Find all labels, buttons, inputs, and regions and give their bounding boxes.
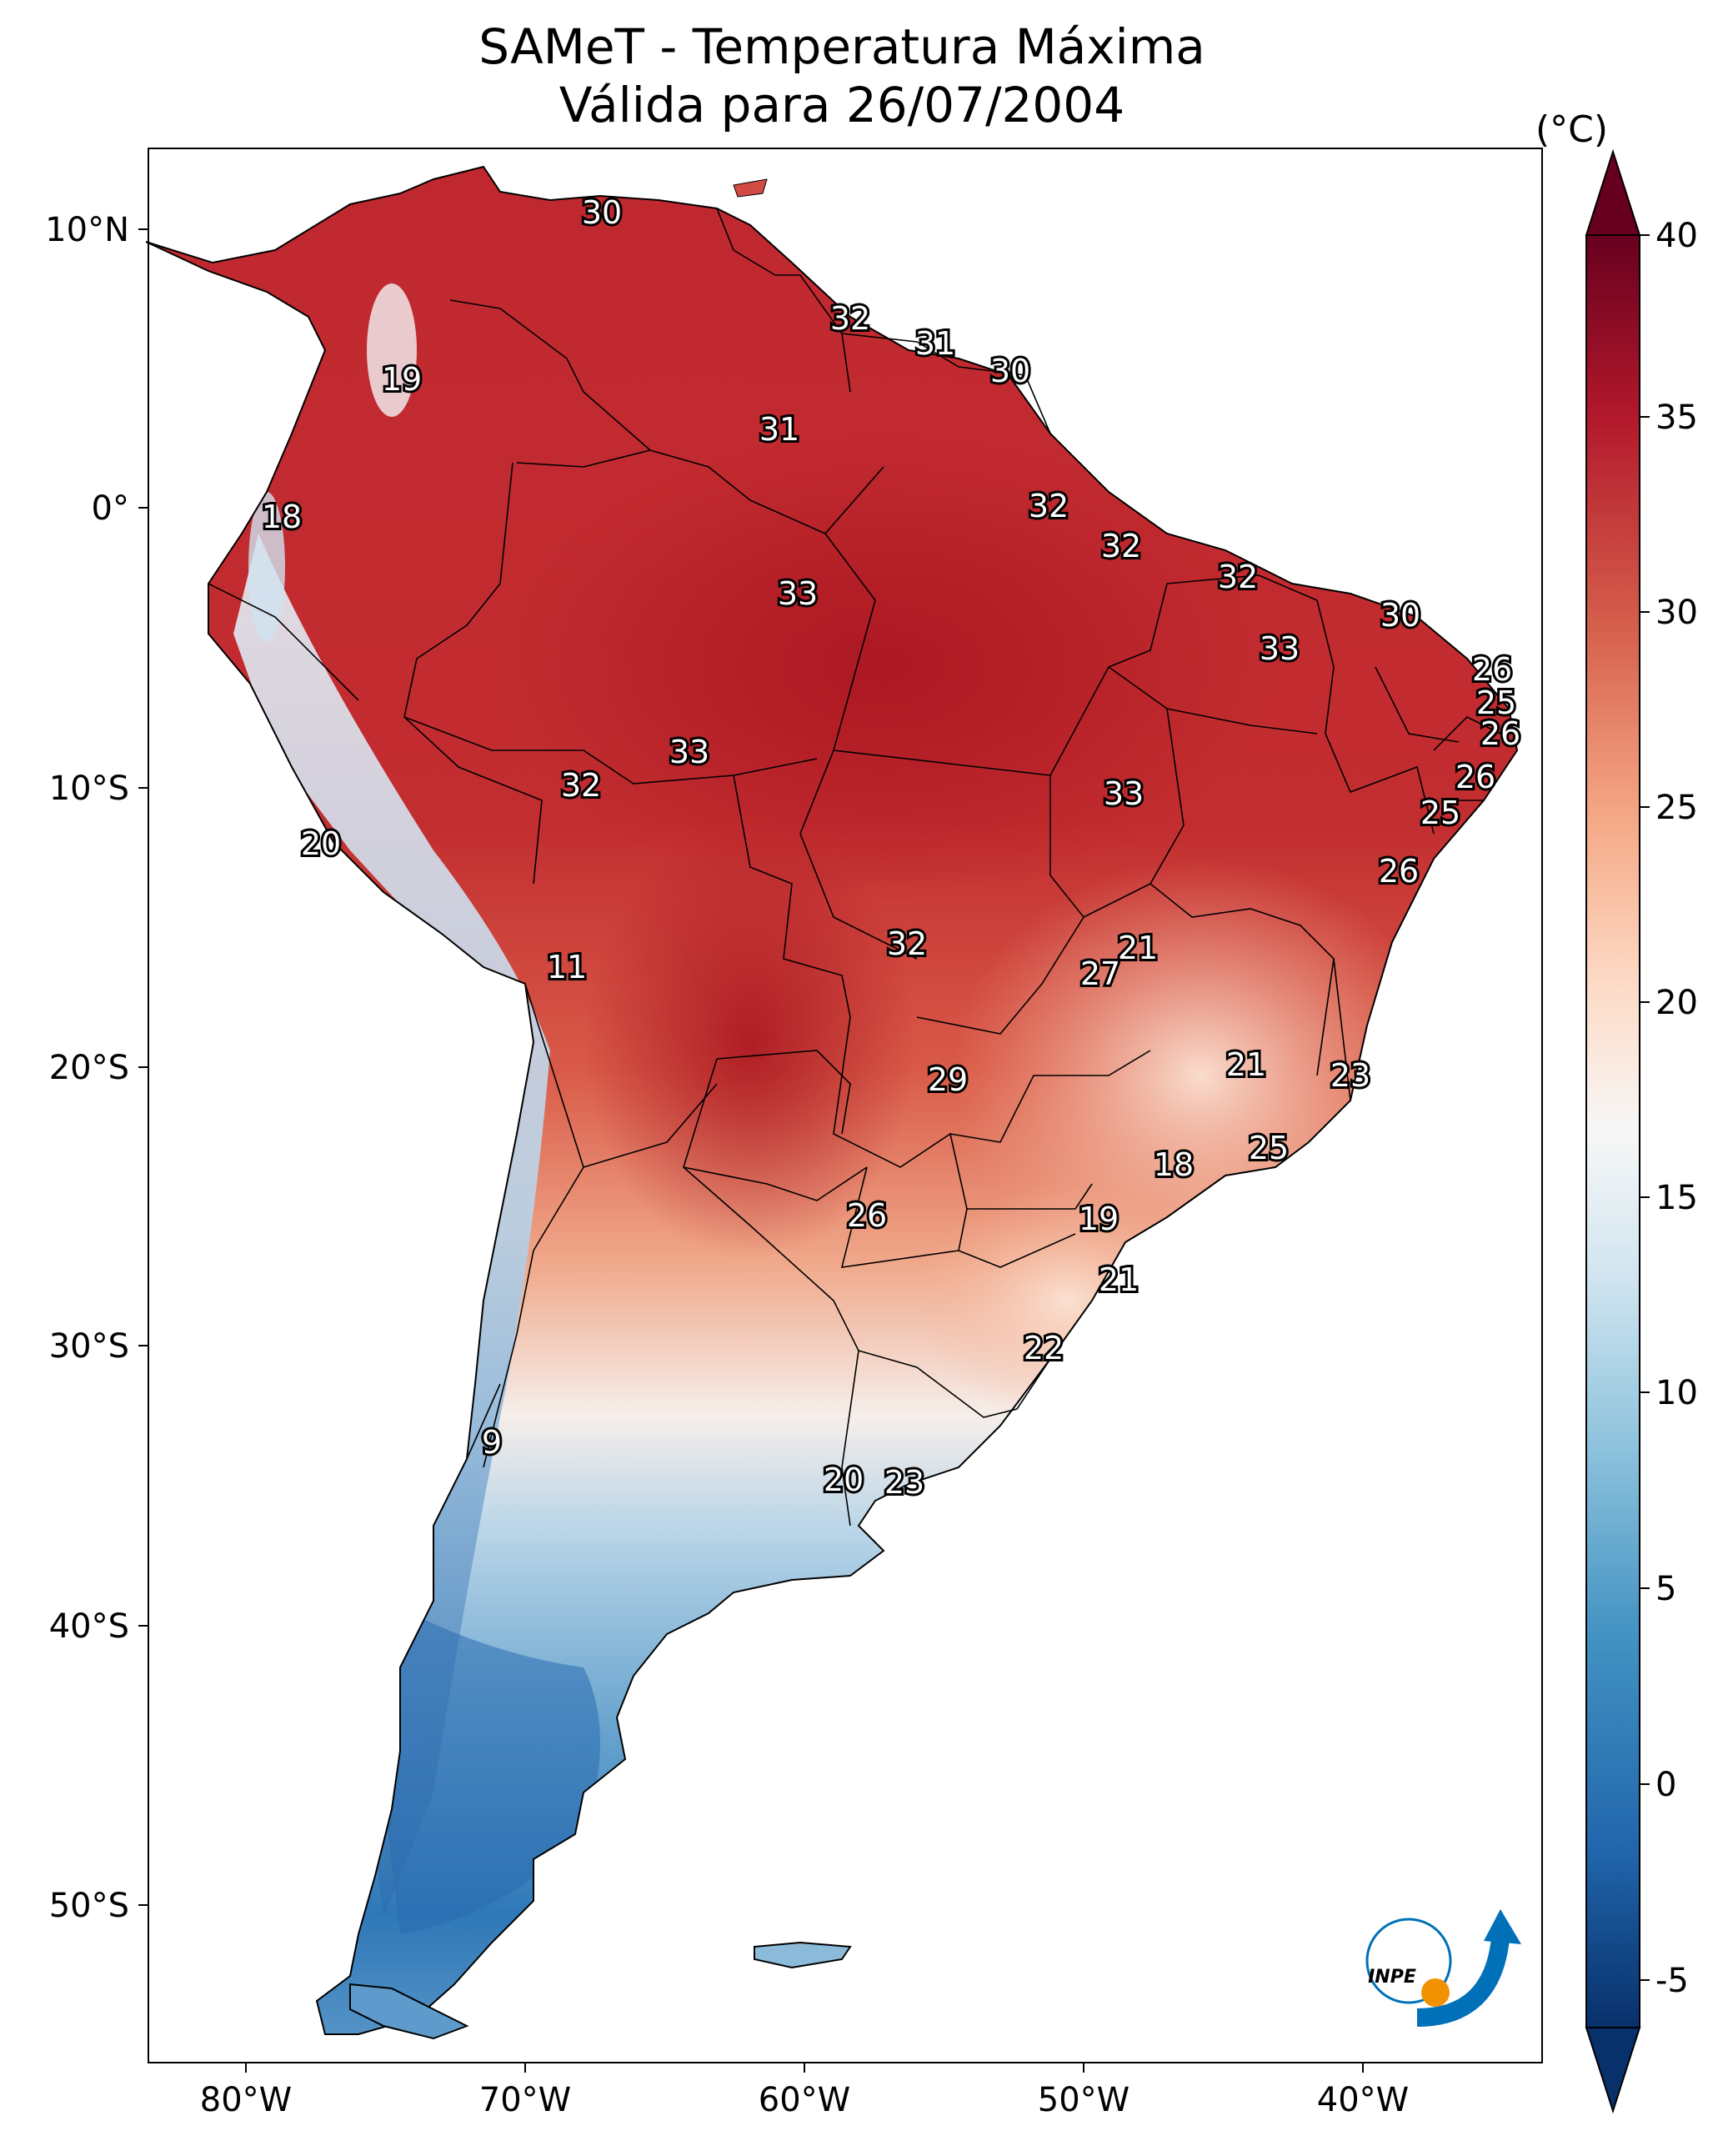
lat-tick-label: 50°S [49, 1887, 129, 1925]
temp-label: 30 [1380, 597, 1420, 634]
temp-label: 25 [1476, 684, 1516, 721]
lon-tick-label: 60°W [759, 2081, 850, 2119]
lat-tick-label: 40°S [49, 1607, 129, 1646]
temp-label: 25 [1249, 1130, 1289, 1166]
temp-label: 26 [1472, 651, 1512, 688]
temp-label: 18 [262, 499, 302, 535]
lat-tick-label: 10°S [49, 770, 129, 808]
lat-axis [138, 228, 148, 1906]
political-borders [208, 208, 1501, 1527]
map-subtitle: Válida para 26/07/2004 [558, 77, 1125, 133]
temp-label: 23 [1330, 1057, 1370, 1094]
temp-label: 22 [1024, 1330, 1064, 1366]
logo-text: INPE [1368, 1967, 1416, 1988]
temp-label: 33 [669, 734, 709, 770]
temp-label: 9 [482, 1424, 502, 1461]
temp-label: 31 [759, 411, 799, 448]
temp-label: 29 [928, 1061, 968, 1098]
temp-label: 32 [1029, 488, 1069, 524]
temp-label: 33 [1104, 775, 1144, 812]
colorbar-gradient [1585, 234, 1640, 2028]
lon-tick-label: 70°W [479, 2081, 571, 2119]
colorbar-unit: (°C) [1535, 108, 1609, 151]
temp-label: 32 [1218, 559, 1258, 595]
temp-label: 33 [1260, 630, 1300, 667]
temp-label: 21 [1099, 1261, 1139, 1298]
temp-label: 11 [547, 949, 587, 985]
lat-tick-label: 20°S [49, 1049, 129, 1087]
temp-label: 30 [582, 194, 622, 231]
temp-label: 33 [778, 575, 818, 612]
colorbar-tick-label: 15 [1655, 1179, 1698, 1217]
temp-label: 26 [1480, 715, 1520, 752]
lat-tick-label: 0° [92, 489, 129, 528]
lon-tick-label: 50°W [1038, 2081, 1129, 2119]
colorbar-extend-min [1585, 2027, 1641, 2114]
lon-axis [245, 2063, 1364, 2073]
temp-label: 21 [1118, 930, 1158, 966]
falkland-islands [754, 1941, 852, 1969]
tierra-del-fuego [349, 1983, 469, 2040]
colorbar-tick-label: 20 [1655, 984, 1698, 1022]
map-title: SAMeT - Temperatura Máxima [478, 18, 1205, 75]
temp-label: 18 [1154, 1146, 1194, 1183]
colorbar-tick-label: 40 [1655, 217, 1698, 255]
colorbar-tick-label: 0 [1655, 1766, 1676, 1804]
temp-label: 32 [830, 300, 870, 337]
lon-tick-label: 40°W [1317, 2081, 1409, 2119]
temp-label: 32 [561, 767, 601, 804]
temp-label: 19 [1079, 1201, 1119, 1237]
colorbar: 40 35 30 25 20 15 10 5 0 -5 [1585, 148, 1698, 2114]
trinidad-island [733, 178, 768, 198]
temp-label: 19 [382, 361, 422, 398]
temp-label: 27 [1080, 955, 1120, 992]
temp-label: 31 [915, 325, 955, 362]
temp-label: 26 [1455, 759, 1495, 795]
temp-label: 25 [1420, 795, 1460, 831]
colorbar-tick-label: -5 [1655, 1962, 1689, 2000]
lon-tick-label: 80°W [200, 2081, 292, 2119]
temp-label: 23 [884, 1464, 924, 1501]
colorbar-tick-label: 10 [1655, 1374, 1698, 1412]
temp-label: 26 [1379, 853, 1419, 890]
colorbar-tick-label: 30 [1655, 594, 1698, 632]
temp-label: 26 [847, 1197, 887, 1234]
lat-tick-label: 30°S [49, 1327, 129, 1366]
inpe-logo-icon: INPE [1365, 1909, 1521, 2027]
temp-label: 21 [1226, 1046, 1266, 1083]
colorbar-tick-label: 5 [1655, 1570, 1676, 1608]
temp-label: 20 [824, 1462, 864, 1498]
colorbar-extend-max [1585, 148, 1641, 236]
colorbar-tick-label: 35 [1655, 399, 1698, 437]
temp-label: 20 [301, 825, 341, 862]
temp-label: 30 [990, 353, 1030, 389]
temp-label: 32 [887, 925, 927, 962]
lat-tick-label: 10°N [45, 211, 129, 249]
temp-label: 32 [1101, 528, 1141, 564]
colorbar-tick-label: 25 [1655, 789, 1698, 827]
